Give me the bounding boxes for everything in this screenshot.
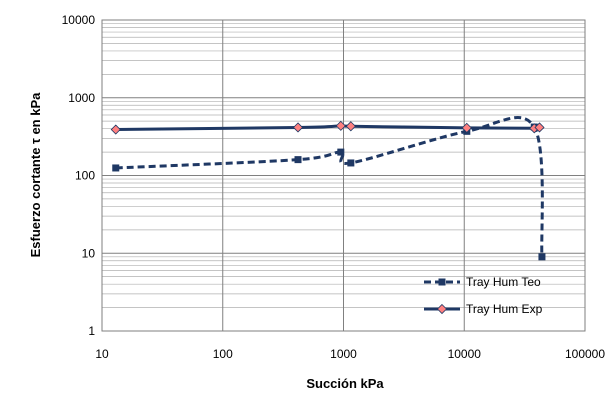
legend-marker-exp [436,303,448,315]
data-point-diamond [335,120,346,131]
plot-area-frame [101,19,586,332]
legend-label-exp: Tray Hum Exp [466,302,543,316]
y-tick-label: 10000 [62,13,96,27]
data-point-diamond [292,122,304,133]
major-gridlines [102,20,585,331]
y-tick-label: 1 [88,324,95,338]
data-point-diamond [534,122,545,133]
series-layer [110,116,546,261]
y-tick-label: 10 [82,246,96,260]
data-point-square [538,253,546,261]
x-tick-label: 1000 [330,347,357,361]
y-tick-label: 1000 [68,91,95,105]
data-point-square [337,148,345,156]
legend-item-teo: Tray Hum Teo [424,275,541,289]
x-tick-label: 10 [95,347,109,361]
legend-item-exp: Tray Hum Exp [424,302,543,316]
data-point-diamond [461,122,472,133]
data-point-diamond [345,121,356,132]
data-point-diamond [110,124,121,135]
x-tick-label: 100 [213,347,233,361]
data-point-square [347,159,355,167]
y-axis-title: Esfuerzo cortante τ en kPa [28,92,43,258]
x-axis-title: Succión kPa [306,376,384,391]
legend-marker-teo [438,278,446,286]
legend-label-teo: Tray Hum Teo [466,275,541,289]
x-tick-label: 10000 [448,347,482,361]
legend: Tray Hum Teo Tray Hum Exp [424,275,543,316]
x-tick-label: 100000 [565,347,605,361]
data-point-square [112,164,120,172]
data-point-square [294,156,302,164]
y-tick-label: 100 [75,169,95,183]
